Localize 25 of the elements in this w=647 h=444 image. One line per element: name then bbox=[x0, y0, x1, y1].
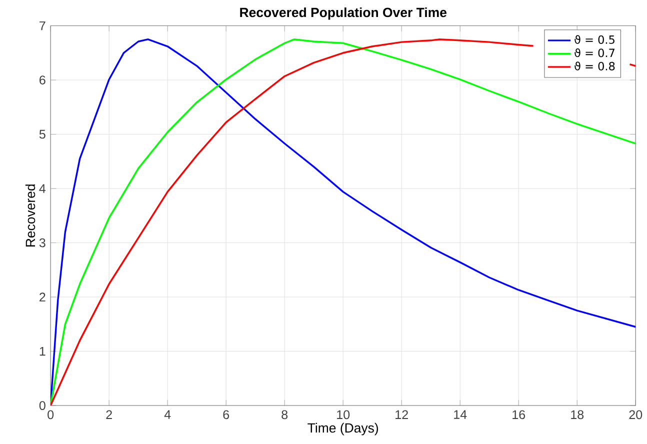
x-tick-label: 4 bbox=[164, 410, 171, 419]
chart-title: Recovered Population Over Time bbox=[240, 7, 446, 20]
y-axis-title: Recovered bbox=[25, 184, 36, 246]
y-tick-label: 6 bbox=[40, 75, 46, 84]
y-tick-label: 0 bbox=[39, 400, 46, 410]
y-tick-label: 1 bbox=[40, 346, 46, 356]
legend-label: ϑ = 0.5 bbox=[574, 35, 614, 44]
x-tick-label: 20 bbox=[629, 410, 642, 419]
x-tick-label: 12 bbox=[396, 410, 408, 419]
y-tick-label: 3 bbox=[39, 238, 46, 248]
x-tick-label: 14 bbox=[454, 410, 467, 419]
y-tick-label: 4 bbox=[39, 184, 46, 193]
legend-label: ϑ = 0.8 bbox=[574, 62, 615, 70]
x-tick-label: 16 bbox=[512, 410, 526, 419]
y-tick-label: 2 bbox=[40, 292, 46, 302]
x-tick-label: 18 bbox=[571, 410, 584, 419]
x-tick-label: 0 bbox=[48, 410, 54, 419]
x-axis-title: Time (Days) bbox=[308, 422, 378, 436]
legend-label: ϑ = 0.7 bbox=[574, 48, 614, 58]
y-tick-label: 5 bbox=[39, 130, 46, 139]
y-tick-label: 7 bbox=[40, 21, 46, 30]
x-tick-label: 6 bbox=[223, 410, 230, 419]
x-tick-label: 10 bbox=[337, 410, 350, 419]
x-tick-label: 8 bbox=[282, 410, 288, 419]
x-tick-label: 2 bbox=[106, 410, 112, 419]
